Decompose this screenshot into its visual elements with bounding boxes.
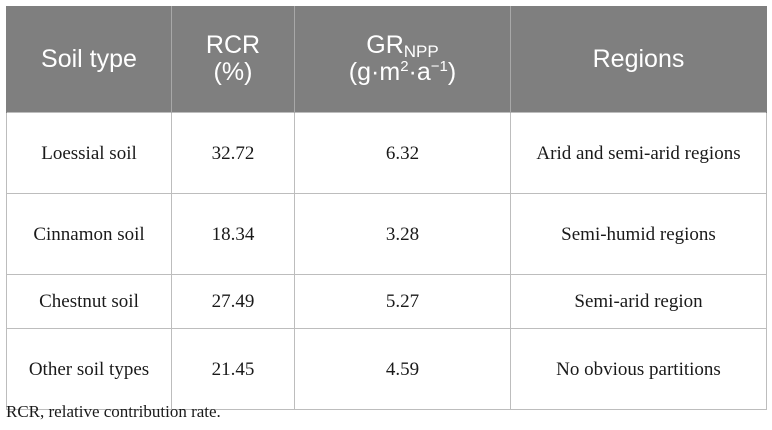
cell-rcr: 27.49 bbox=[171, 274, 295, 329]
cell-rcr: 32.72 bbox=[171, 112, 295, 194]
table-row: Loessial soil 32.72 6.32 Arid and semi-a… bbox=[6, 112, 767, 194]
header-gr-unit-b: ·a bbox=[408, 58, 431, 86]
cell-regions: Semi-arid region bbox=[510, 274, 767, 329]
header-gr-npp: GRNPP (g·m2·a−1) bbox=[294, 6, 511, 113]
cell-soil-type: Loessial soil bbox=[6, 112, 172, 194]
data-table-container: Soil type RCR (%) GRNPP (g·m2·a−1) Regio… bbox=[6, 6, 767, 410]
table-row: Chestnut soil 27.49 5.27 Semi-arid regio… bbox=[6, 274, 767, 329]
cell-soil-type: Cinnamon soil bbox=[6, 193, 172, 275]
cell-regions: Semi-humid regions bbox=[510, 193, 767, 275]
cell-soil-type: Chestnut soil bbox=[6, 274, 172, 329]
table-footnote: RCR, relative contribution rate. bbox=[6, 402, 221, 421]
header-gr-unit-sup1: 2 bbox=[400, 58, 409, 75]
cell-rcr: 18.34 bbox=[171, 193, 295, 275]
cell-gr-npp: 6.32 bbox=[294, 112, 511, 194]
header-gr-subscript: NPP bbox=[403, 42, 439, 61]
header-regions: Regions bbox=[510, 6, 767, 113]
header-gr-unit-c: ) bbox=[447, 58, 457, 86]
cell-gr-npp: 3.28 bbox=[294, 193, 511, 275]
header-soil-type-label: Soil type bbox=[41, 44, 137, 73]
header-rcr: RCR (%) bbox=[171, 6, 295, 113]
cell-rcr: 21.45 bbox=[171, 328, 295, 410]
table-row: Cinnamon soil 18.34 3.28 Semi-humid regi… bbox=[6, 193, 767, 275]
table-header: Soil type RCR (%) GRNPP (g·m2·a−1) Regio… bbox=[6, 6, 767, 113]
cell-regions: No obvious partitions bbox=[510, 328, 767, 410]
header-regions-label: Regions bbox=[592, 44, 685, 73]
header-gr-unit-sup2: −1 bbox=[430, 58, 448, 75]
soil-table: Soil type RCR (%) GRNPP (g·m2·a−1) Regio… bbox=[6, 6, 767, 410]
cell-soil-type: Other soil types bbox=[6, 328, 172, 410]
header-gr-unit-a: (g·m bbox=[348, 58, 401, 86]
cell-regions: Arid and semi-arid regions bbox=[510, 112, 767, 194]
header-rcr-unit: (%) bbox=[213, 58, 253, 86]
header-gr-label: GR bbox=[366, 31, 404, 59]
header-rcr-label: RCR bbox=[205, 31, 261, 59]
table-row: Other soil types 21.45 4.59 No obvious p… bbox=[6, 328, 767, 410]
header-row: Soil type RCR (%) GRNPP (g·m2·a−1) Regio… bbox=[6, 6, 767, 113]
header-soil-type: Soil type bbox=[6, 6, 172, 113]
cell-gr-npp: 5.27 bbox=[294, 274, 511, 329]
table-body: Loessial soil 32.72 6.32 Arid and semi-a… bbox=[6, 112, 767, 410]
cell-gr-npp: 4.59 bbox=[294, 328, 511, 410]
